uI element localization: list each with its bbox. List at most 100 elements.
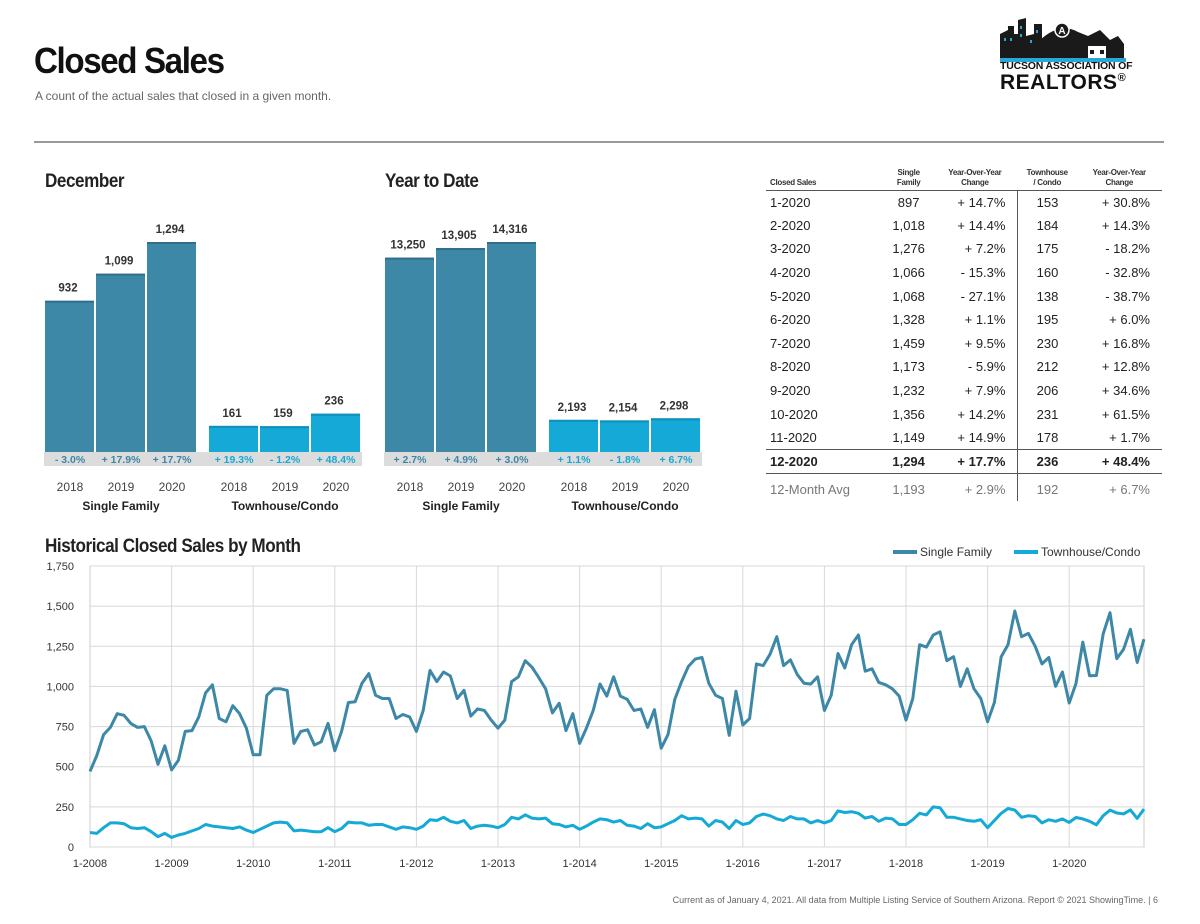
bar-townhouse-condo-2018 <box>549 419 598 452</box>
table-row: 10-2020 1,356 + 14.2% 231 + 61.5% <box>766 402 1162 426</box>
year-label: 2019 <box>612 480 639 494</box>
table-cell: 1,173 <box>892 359 925 375</box>
plot-frame <box>89 565 1145 848</box>
x-tick-label: 1-2016 <box>726 858 760 870</box>
table-cell: 138 <box>1017 284 1077 308</box>
x-tick-label: 1-2017 <box>807 858 841 870</box>
table-cell: 3-2020 <box>770 241 811 257</box>
table-row: 6-2020 1,328 + 1.1% 195 + 6.0% <box>766 307 1162 332</box>
table-cell: + 30.8% <box>1101 194 1150 210</box>
legend-label: Single Family <box>920 545 992 559</box>
change-label: - 1.8% <box>610 454 641 466</box>
bar-single-family-2020 <box>487 242 536 452</box>
year-label: 2018 <box>221 480 248 494</box>
table-cell: + 1.1% <box>964 312 1006 328</box>
year-label: 2018 <box>397 480 424 494</box>
tucson-realtors-logo: A TUCSON ASSOCIATION OF REALTORS® <box>1000 16 1150 98</box>
table-cell: 153 <box>1017 190 1077 214</box>
table-cell: - 5.9% <box>967 359 1006 375</box>
year-label: 2020 <box>663 480 690 494</box>
table-cell: 8-2020 <box>770 359 811 375</box>
skyline-logo-mark: A <box>1000 18 1126 62</box>
table-row: 12-2020 1,294 + 17.7% 236 + 48.4% <box>766 449 1162 474</box>
header-divider <box>34 141 1164 143</box>
table-cell: 231 <box>1017 402 1077 426</box>
y-tick-label: 1,750 <box>46 561 74 573</box>
bar-cap <box>549 419 598 422</box>
bar-value-label: 236 <box>324 396 343 408</box>
group-label: Townhouse/Condo <box>231 499 338 513</box>
table-header-townhouse: Townhouse / Condo <box>1017 164 1077 191</box>
table-cell: + 61.5% <box>1101 406 1150 422</box>
year-label: 2019 <box>108 480 135 494</box>
table-header-th-change: Year-Over-Year Change <box>1076 164 1162 191</box>
table-cell: 897 <box>897 194 920 210</box>
bar-value-label: 1,294 <box>156 224 185 236</box>
logo-registered-mark: ® <box>1117 72 1127 84</box>
table-cell: 9-2020 <box>770 383 811 399</box>
table-cell: 4-2020 <box>770 265 811 281</box>
change-label: + 3.0% <box>496 454 530 466</box>
change-label: - 3.0% <box>55 454 86 466</box>
logo-line2: REALTORS® <box>1000 71 1126 95</box>
legend-label: Townhouse/Condo <box>1041 545 1141 559</box>
bar-cap <box>260 426 309 429</box>
table-cell: - 27.1% <box>960 288 1006 304</box>
table-row: 3-2020 1,276 + 7.2% 175 - 18.2% <box>766 237 1162 261</box>
table-cell: 1,328 <box>892 312 925 328</box>
bar-value-label: 2,298 <box>660 400 689 412</box>
change-label: + 6.7% <box>660 454 694 466</box>
bar-cap <box>209 425 258 428</box>
table-cell: 6-2020 <box>770 312 811 328</box>
table-cell: 10-2020 <box>770 406 818 422</box>
x-tick-label: 1-2020 <box>1052 858 1086 870</box>
ytd-bar-chart: 13,250 + 2.7% 2018 13,905 + 4.9% 2019 14,316 + … <box>384 224 702 513</box>
table-cell: + 34.6% <box>1101 383 1150 399</box>
bar-value-label: 14,316 <box>492 224 527 236</box>
bar-value-label: 2,154 <box>609 402 638 414</box>
series-line-townhouse-condo <box>89 805 1146 839</box>
bar-cap <box>385 257 434 260</box>
x-tick-label: 1-2011 <box>318 858 351 870</box>
series-line-single-family <box>88 609 1146 773</box>
table-row: 8-2020 1,173 - 5.9% 212 + 12.8% <box>766 355 1162 379</box>
table-cell: + 14.7% <box>957 194 1006 210</box>
bar-value-label: 159 <box>273 408 292 420</box>
change-label: + 19.3% <box>215 454 254 466</box>
bar-townhouse-condo-2019 <box>260 426 309 452</box>
table-cell: 160 <box>1017 260 1077 285</box>
table-avg-cell: 12-Month Avg <box>770 481 850 497</box>
x-tick-label: 1-2018 <box>889 858 923 870</box>
bar-single-family-2018 <box>385 257 434 452</box>
bar-value-label: 2,193 <box>558 402 587 414</box>
year-label: 2020 <box>499 480 526 494</box>
table-cell: + 7.9% <box>964 383 1006 399</box>
table-avg-row: 12-Month Avg 1,193 + 2.9% 192 + 6.7% <box>766 473 1162 502</box>
table-cell: 2-2020 <box>770 217 811 233</box>
table-cell: - 15.3% <box>960 265 1006 281</box>
bar-value-label: 932 <box>58 283 77 295</box>
change-label: + 48.4% <box>317 454 356 466</box>
change-label: + 17.9% <box>102 454 141 466</box>
table-avg-cell: + 2.9% <box>964 481 1006 497</box>
bar-value-label: 13,250 <box>390 240 425 252</box>
table-cell: 212 <box>1017 355 1077 379</box>
bar-single-family-2019 <box>436 248 485 452</box>
x-tick-label: 1-2014 <box>562 858 596 870</box>
bar-single-family-2019 <box>96 273 145 452</box>
historical-line-chart: 0 250 500 750 1,000 1,250 1,500 1,750 1-2008 1-20… <box>46 545 1146 870</box>
y-tick-label: 1,500 <box>46 601 74 613</box>
year-label: 2020 <box>323 480 350 494</box>
footer-note: Current as of January 4, 2021. All data … <box>672 895 1158 905</box>
table-cell: 1,232 <box>892 383 925 399</box>
change-label: + 4.9% <box>445 454 479 466</box>
table-cell: + 12.8% <box>1101 359 1150 375</box>
x-tick-label: 1-2009 <box>154 858 188 870</box>
bar-townhouse-condo-2019 <box>600 420 649 452</box>
table-cell: 184 <box>1017 213 1077 238</box>
change-label: + 2.7% <box>394 454 428 466</box>
logo-letter: A <box>1058 26 1065 37</box>
table-row: 5-2020 1,068 - 27.1% 138 - 38.7% <box>766 284 1162 308</box>
year-label: 2020 <box>159 480 186 494</box>
table-header-single-family: Single Family <box>885 164 932 191</box>
